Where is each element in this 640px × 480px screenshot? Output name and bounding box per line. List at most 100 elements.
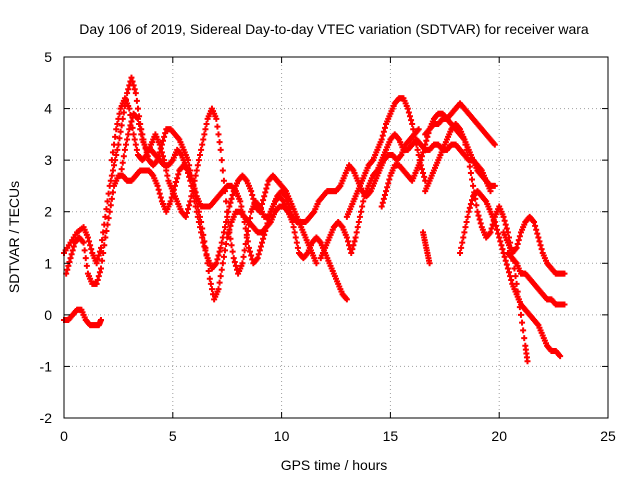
data-point-marker <box>461 136 468 143</box>
data-point-marker <box>474 208 481 215</box>
data-point-marker <box>113 151 120 158</box>
data-point-marker <box>533 226 540 233</box>
chart-title: Day 106 of 2019, Sidereal Day-to-day VTE… <box>79 21 589 37</box>
data-point-marker <box>491 141 498 148</box>
data-point-marker <box>223 219 230 226</box>
data-point-marker <box>156 141 163 148</box>
data-point-marker <box>488 225 495 232</box>
data-point-marker <box>245 244 252 251</box>
data-point-marker <box>130 82 137 89</box>
data-point-marker <box>193 208 200 215</box>
data-point-marker <box>222 188 229 195</box>
data-point-marker <box>217 146 224 153</box>
data-point-marker <box>109 189 116 196</box>
data-point-marker <box>64 266 71 273</box>
data-point-marker <box>214 123 221 130</box>
series-track-4 <box>108 95 350 303</box>
data-point-marker <box>187 177 194 184</box>
x-axis-label: GPS time / hours <box>281 457 388 473</box>
data-point-marker <box>157 145 164 152</box>
data-point-marker <box>237 198 244 205</box>
data-point-marker <box>114 146 121 153</box>
data-point-marker <box>475 212 482 219</box>
data-point-marker <box>101 242 108 249</box>
data-point-marker <box>174 175 181 182</box>
data-point-marker <box>200 136 207 143</box>
data-point-marker <box>80 239 87 246</box>
data-point-marker <box>477 220 484 227</box>
data-point-marker <box>160 137 167 144</box>
data-point-marker <box>132 90 139 97</box>
data-point-marker <box>415 151 422 158</box>
data-point-marker <box>532 222 539 229</box>
data-point-marker <box>491 182 498 189</box>
data-point-marker <box>286 204 293 211</box>
data-point-marker <box>467 170 474 177</box>
data-point-marker <box>508 277 515 284</box>
data-point-marker <box>524 358 531 365</box>
data-point-marker <box>65 262 72 269</box>
data-point-marker <box>561 270 568 277</box>
data-point-marker <box>217 273 224 280</box>
data-point-marker <box>218 266 225 273</box>
data-point-marker <box>487 188 494 195</box>
data-point-marker <box>406 113 413 120</box>
data-point-marker <box>516 233 523 240</box>
data-point-marker <box>464 213 471 220</box>
data-point-marker <box>507 273 514 280</box>
data-point-marker <box>238 203 245 210</box>
data-point-marker <box>248 252 255 259</box>
data-point-marker <box>103 206 110 213</box>
data-point-marker <box>222 224 229 231</box>
data-point-marker <box>460 234 467 241</box>
data-point-marker <box>103 228 110 235</box>
data-point-marker <box>513 244 520 251</box>
data-point-marker <box>380 128 387 135</box>
data-point-marker <box>86 238 93 245</box>
data-point-marker <box>97 265 104 272</box>
data-point-marker <box>504 265 511 272</box>
y-tick-label: -2 <box>40 410 53 426</box>
data-point-marker <box>206 275 213 282</box>
data-point-marker <box>124 136 131 143</box>
data-point-marker <box>232 262 239 269</box>
data-point-marker <box>105 215 112 222</box>
data-point-marker <box>467 200 474 207</box>
plot-frame <box>63 56 609 419</box>
data-point-marker <box>264 181 271 188</box>
data-point-marker <box>248 188 255 195</box>
data-point-marker <box>183 166 190 173</box>
data-point-marker <box>410 126 417 133</box>
data-point-marker <box>126 105 133 112</box>
data-point-marker <box>242 240 249 247</box>
data-point-marker <box>183 210 190 217</box>
series-track-12 <box>500 213 568 277</box>
data-point-marker <box>119 159 126 166</box>
data-point-marker <box>120 109 127 116</box>
data-point-marker <box>132 141 139 148</box>
data-point-marker <box>499 246 506 253</box>
data-point-marker <box>84 234 91 241</box>
data-point-marker <box>356 213 363 220</box>
data-point-marker <box>136 121 143 128</box>
data-point-marker <box>93 260 100 267</box>
data-point-marker <box>466 163 473 170</box>
data-point-marker <box>521 335 528 342</box>
data-point-marker <box>290 224 297 231</box>
data-point-marker <box>349 246 356 253</box>
data-point-marker <box>497 238 504 245</box>
data-point-marker <box>496 234 503 241</box>
data-point-marker <box>94 256 101 263</box>
data-point-marker <box>213 260 220 267</box>
data-point-marker <box>292 234 299 241</box>
data-point-marker <box>213 115 220 122</box>
data-point-marker <box>111 141 118 148</box>
data-point-marker <box>219 167 226 174</box>
data-point-marker <box>417 157 424 164</box>
data-point-marker <box>469 176 475 183</box>
data-point-marker <box>107 202 114 209</box>
x-tick-label: 5 <box>169 428 177 444</box>
data-point-marker <box>163 167 170 174</box>
data-point-marker <box>161 133 168 140</box>
data-point-marker <box>195 219 202 226</box>
